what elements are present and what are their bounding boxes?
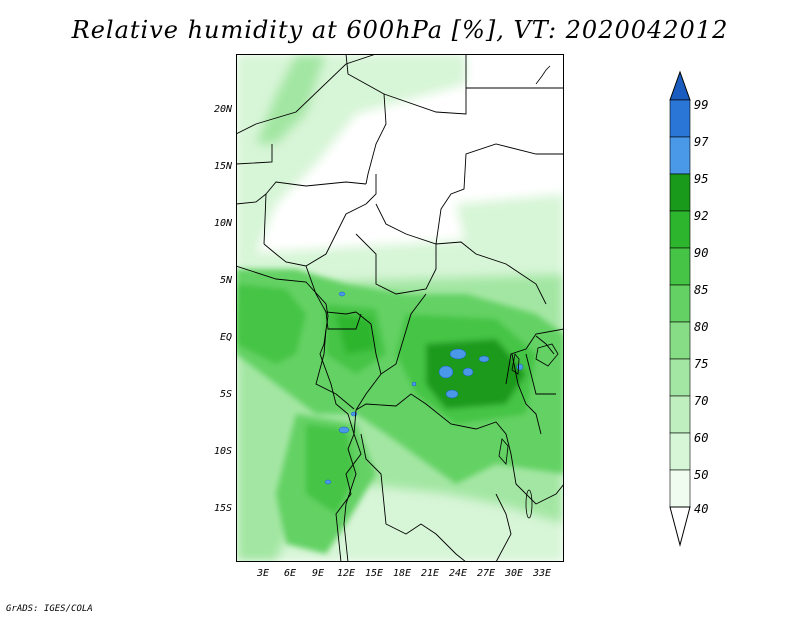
x-tick-label: 9E: [312, 568, 325, 579]
x-tick-label: 6E: [284, 568, 297, 579]
colorbar-label: 95: [694, 172, 709, 186]
y-tick-label: 20N: [213, 104, 232, 115]
colorbar-segment: [669, 469, 691, 508]
x-tick-label: 15E: [365, 568, 384, 579]
chart-title: Relative humidity at 600hPa [%], VT: 202…: [71, 16, 729, 44]
colorbar-bottom-arrow: [669, 506, 691, 547]
colorbar-segment: [669, 284, 691, 323]
humidity-field: [236, 54, 564, 562]
colorbar-label: 92: [694, 209, 709, 223]
colorbar-segment: [669, 321, 691, 360]
colorbar-label: 60: [694, 431, 709, 445]
colorbar-segment: [669, 99, 691, 138]
map-panel: [236, 54, 564, 562]
y-tick-label: 15N: [213, 161, 232, 172]
colorbar-segment: [669, 136, 691, 175]
colorbar-label: 75: [694, 357, 709, 371]
x-tick-label: 18E: [393, 568, 412, 579]
y-tick-label: 5N: [219, 275, 232, 286]
colorbar-label: 99: [694, 98, 709, 112]
colorbar-label: 80: [694, 320, 709, 334]
colorbar-label: 40: [694, 502, 709, 516]
x-tick-label: 12E: [337, 568, 356, 579]
y-tick-label: EQ: [219, 332, 232, 343]
colorbar-segment: [669, 395, 691, 434]
colorbar-segment: [669, 432, 691, 471]
colorbar-label: 50: [694, 468, 709, 482]
x-tick-label: 27E: [477, 568, 496, 579]
y-tick-label: 5S: [219, 389, 232, 400]
colorbar-label: 97: [694, 135, 709, 149]
footer-credit: GrADS: IGES/COLA: [6, 604, 93, 614]
y-tick-label: 10N: [213, 218, 232, 229]
colorbar-top-arrow: [669, 70, 691, 101]
colorbar-label: 70: [694, 394, 709, 408]
colorbar-segment: [669, 173, 691, 212]
colorbar-label: 90: [694, 246, 709, 260]
x-tick-label: 24E: [449, 568, 468, 579]
x-tick-label: 21E: [421, 568, 440, 579]
x-tick-label: 33E: [533, 568, 552, 579]
colorbar-segment: [669, 358, 691, 397]
colorbar: [669, 70, 691, 547]
y-tick-label: 10S: [213, 446, 232, 457]
colorbar-segment: [669, 210, 691, 249]
colorbar-label: 85: [694, 283, 709, 297]
colorbar-segment: [669, 247, 691, 286]
high-humidity-patches: [324, 291, 524, 485]
coastline: [236, 265, 357, 562]
country-borders: [236, 54, 564, 562]
x-tick-label: 3E: [257, 568, 270, 579]
x-tick-label: 30E: [505, 568, 524, 579]
lakes: [498, 65, 559, 519]
y-tick-label: 15S: [213, 503, 232, 514]
